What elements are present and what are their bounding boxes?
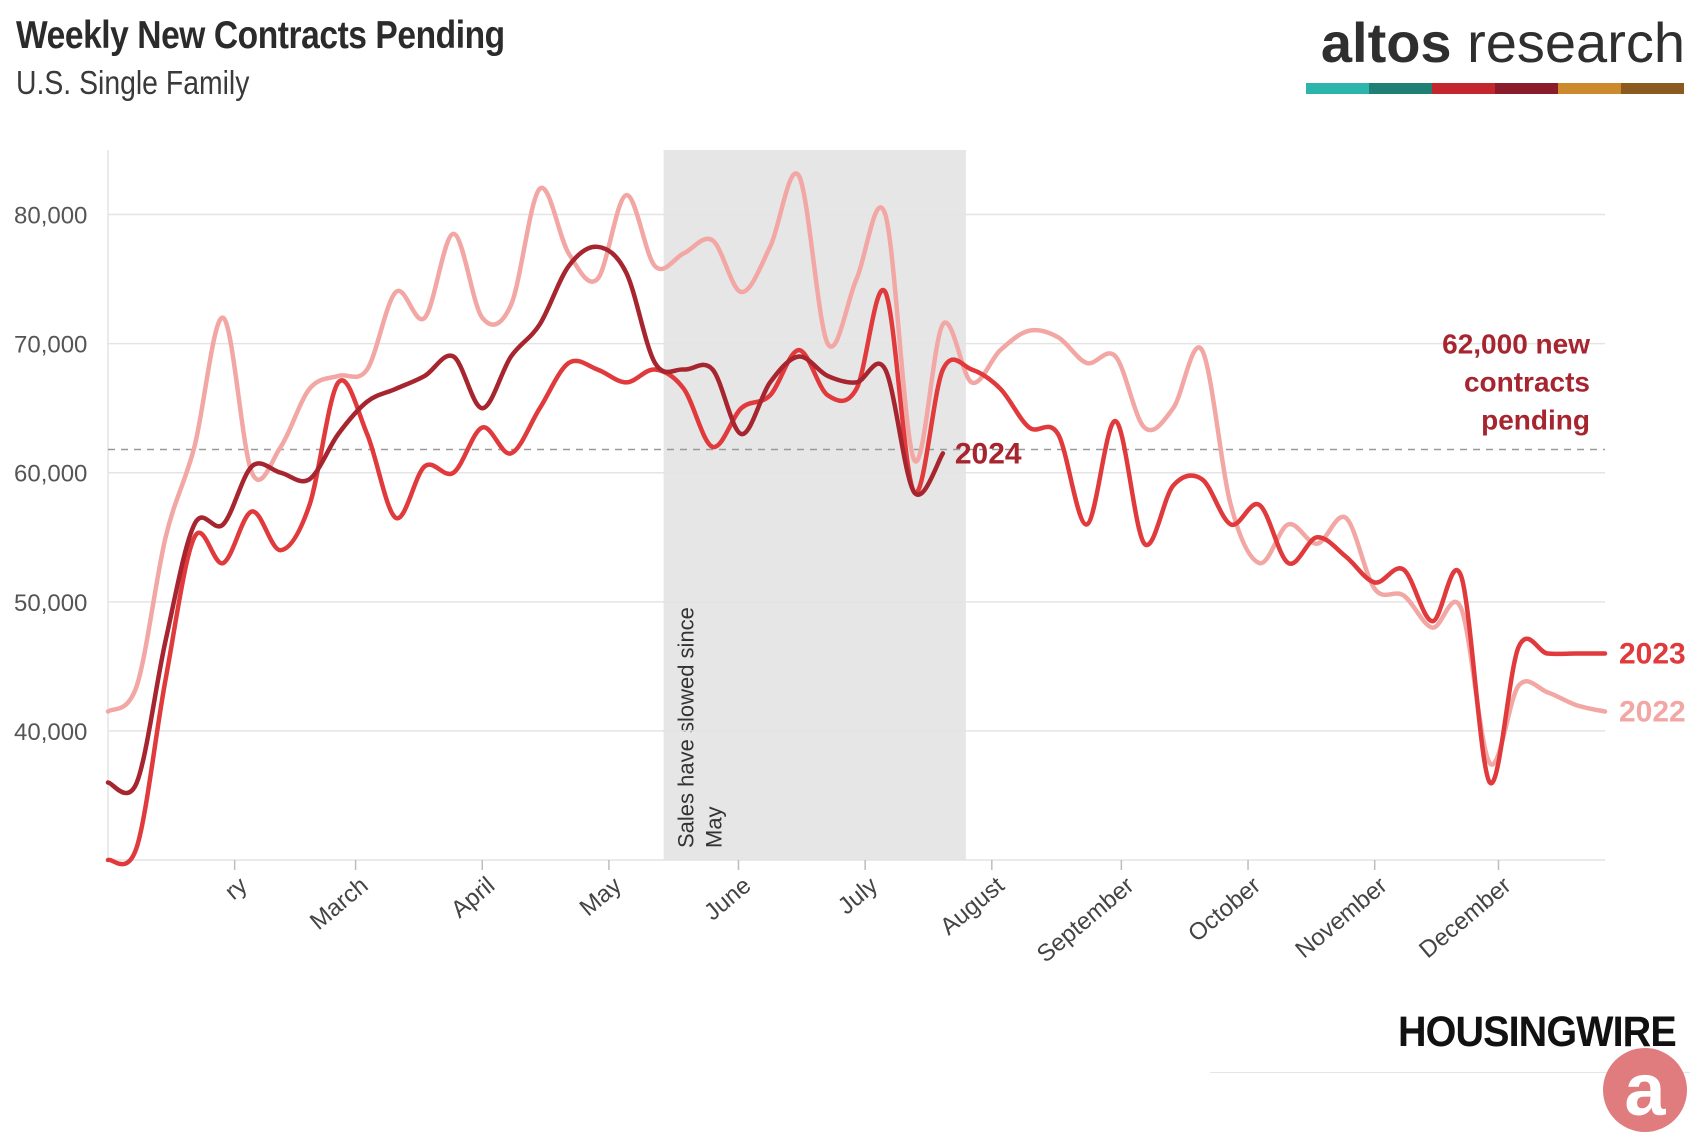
brand-color-bar <box>1306 83 1684 94</box>
shaded-region-label-line: Sales have slowed since <box>674 607 699 848</box>
brand-bar-segment <box>1621 83 1684 94</box>
x-tick-label: August <box>935 872 1010 941</box>
reference-line-label-line: pending <box>1481 404 1590 435</box>
brand-name-bold: altos <box>1320 11 1452 74</box>
shaded-region-label-line: May <box>702 806 727 848</box>
footer-divider <box>1210 1072 1690 1073</box>
series-line-2024 <box>105 244 946 796</box>
brand-bar-segment <box>1495 83 1558 94</box>
series-group <box>105 171 1608 867</box>
brand-bar-segment <box>1432 83 1495 94</box>
reference-line-group: 62,000 new contracts pending <box>108 328 1605 451</box>
series-end-label-2024: 2024 <box>955 437 1022 470</box>
y-tick-label: 40,000 <box>14 719 87 746</box>
brand-name-light: research <box>1451 11 1685 74</box>
chart-subtitle: U.S. Single Family <box>16 64 250 101</box>
series-end-label-2023: 2023 <box>1619 637 1686 670</box>
x-tick-label: September <box>1032 872 1139 968</box>
y-tick-label: 80,000 <box>14 203 87 230</box>
x-tick-label: November <box>1290 872 1392 964</box>
x-tick-label: May <box>575 872 627 922</box>
brand-bar-segment <box>1558 83 1621 94</box>
y-tick-label: 50,000 <box>14 590 87 617</box>
labels-group: 2022 2023 2024 <box>955 437 1686 728</box>
reference-line-label-line: 62,000 new <box>1442 328 1590 359</box>
x-tick-label: June <box>699 872 756 926</box>
y-tick-label: 70,000 <box>14 332 87 359</box>
chart-title: Weekly New Contracts Pending <box>16 14 505 57</box>
x-tick-label: October <box>1183 872 1266 948</box>
reference-line-label-line: contracts <box>1464 366 1590 397</box>
gridlines-group: 40,000 50,000 60,000 70,000 80,000 <box>14 203 1605 746</box>
shaded-region-group: Sales have slowed since May <box>663 150 966 860</box>
altos-research-logo: altos research <box>1300 10 1685 94</box>
x-tick-label: ry <box>220 872 253 906</box>
x-tick-label: December <box>1414 872 1516 964</box>
series-end-label-2022: 2022 <box>1619 696 1686 729</box>
series-line-2023 <box>105 287 1608 867</box>
brand-bar-segment <box>1369 83 1432 94</box>
series-line-2022 <box>105 171 1608 767</box>
brand-bar-segment <box>1306 83 1369 94</box>
y-tick-label: 60,000 <box>14 461 87 488</box>
reference-line-label: 62,000 new contracts pending <box>1442 328 1590 435</box>
a-badge-icon: a <box>1603 1048 1687 1132</box>
x-tick-label: March <box>305 872 373 936</box>
altos-research-wordmark: altos research <box>1321 10 1685 75</box>
shaded-region-label: Sales have slowed since May <box>674 607 727 848</box>
x-tick-label: April <box>446 872 500 924</box>
x-tick-label: July <box>833 872 883 920</box>
